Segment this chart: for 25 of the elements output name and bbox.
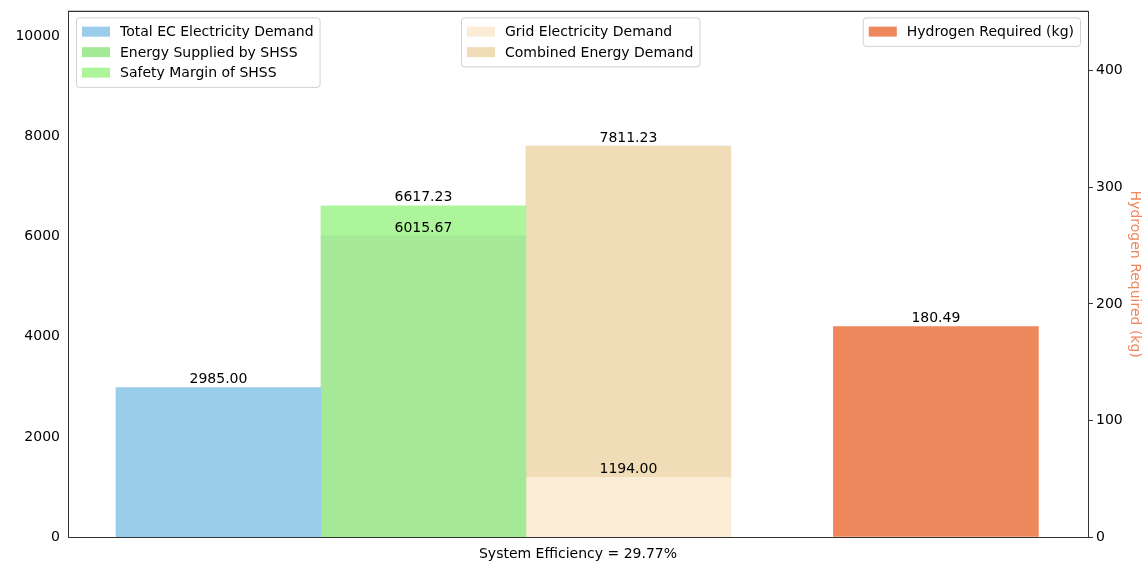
y-tick-label: 4000 bbox=[24, 327, 60, 344]
y-tick-label: 6000 bbox=[24, 227, 60, 244]
total-label: 7811.23 bbox=[599, 128, 658, 145]
legend-label: Safety Margin of SHSS bbox=[120, 64, 277, 81]
legend-label: Energy Supplied by SHSS bbox=[120, 43, 298, 60]
legend-label: Grid Electricity Demand bbox=[505, 23, 673, 40]
data-label: 180.49 bbox=[911, 309, 961, 326]
total-label: 6617.23 bbox=[394, 188, 453, 205]
y2-axis-title: Hydrogen Required (kg) bbox=[1127, 190, 1143, 358]
data-label: 2985.00 bbox=[189, 370, 248, 387]
y2-tick-label: 100 bbox=[1096, 411, 1123, 428]
y2-tick-label: 300 bbox=[1096, 178, 1123, 195]
y2-tick-label: 200 bbox=[1096, 294, 1123, 311]
y-tick-label: 2000 bbox=[24, 427, 60, 444]
legend-label: Total EC Electricity Demand bbox=[119, 23, 314, 40]
data-label: 6015.67 bbox=[394, 218, 453, 235]
y2-tick-label: 400 bbox=[1096, 61, 1123, 78]
y2-tick-label: 0 bbox=[1096, 527, 1105, 544]
y-tick-label: 0 bbox=[51, 527, 60, 544]
y-tick-label: 8000 bbox=[24, 127, 60, 144]
x-axis-title: System Efficiency = 29.77% bbox=[478, 545, 678, 562]
legend-label: Hydrogen Required (kg) bbox=[906, 23, 1074, 40]
y-tick-label: 10000 bbox=[15, 27, 60, 44]
data-label: 1194.00 bbox=[599, 459, 658, 476]
legend-label: Combined Energy Demand bbox=[505, 43, 694, 60]
